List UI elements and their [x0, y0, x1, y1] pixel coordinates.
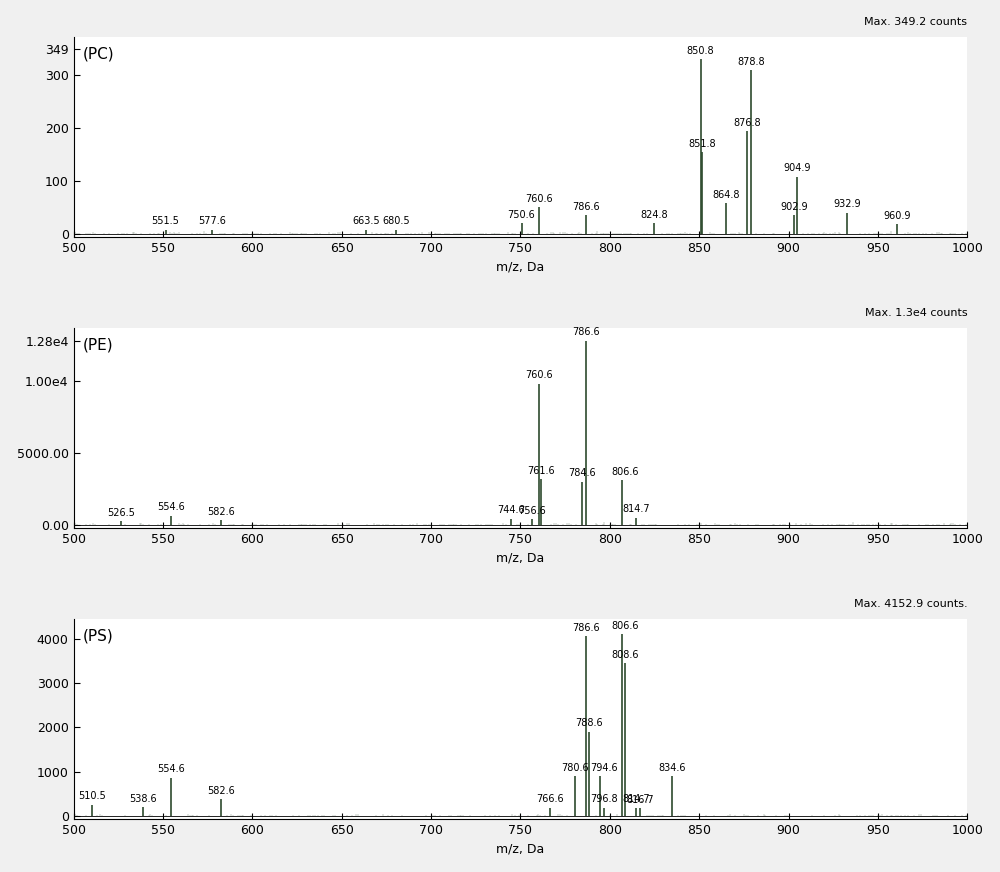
Text: (PE): (PE) [82, 337, 113, 352]
Text: 766.6: 766.6 [536, 794, 564, 804]
Text: Max. 1.3e4 counts: Max. 1.3e4 counts [865, 308, 967, 317]
Text: 784.6: 784.6 [569, 468, 596, 479]
Text: 526.5: 526.5 [107, 508, 135, 518]
Text: 864.8: 864.8 [712, 190, 739, 200]
Text: (PS): (PS) [82, 629, 113, 644]
Text: 794.6: 794.6 [590, 763, 618, 773]
Text: 824.8: 824.8 [640, 210, 668, 220]
Text: 796.8: 796.8 [590, 794, 618, 804]
Text: 510.5: 510.5 [78, 791, 106, 801]
Text: 744.6: 744.6 [497, 505, 525, 515]
Text: 851.8: 851.8 [689, 139, 716, 148]
Text: 850.8: 850.8 [687, 46, 714, 56]
Text: Max. 349.2 counts: Max. 349.2 counts [864, 17, 967, 26]
Text: 538.6: 538.6 [129, 794, 156, 804]
X-axis label: m/z, Da: m/z, Da [496, 551, 545, 564]
Text: 786.6: 786.6 [572, 202, 600, 212]
X-axis label: m/z, Da: m/z, Da [496, 842, 545, 855]
Text: 808.6: 808.6 [611, 650, 639, 659]
Text: 554.6: 554.6 [157, 764, 185, 774]
Text: 814.7: 814.7 [622, 794, 650, 804]
Text: 960.9: 960.9 [884, 211, 911, 221]
Text: 780.6: 780.6 [561, 763, 589, 773]
Text: 788.6: 788.6 [576, 719, 603, 728]
Text: (PC): (PC) [82, 46, 114, 62]
Text: 834.6: 834.6 [658, 763, 685, 773]
Text: 680.5: 680.5 [382, 216, 410, 227]
Text: 878.8: 878.8 [737, 57, 765, 67]
Text: 760.6: 760.6 [526, 194, 553, 204]
Text: 761.6: 761.6 [527, 466, 555, 475]
Text: 876.8: 876.8 [733, 118, 761, 127]
Text: 577.6: 577.6 [198, 216, 226, 227]
Text: 816.7: 816.7 [626, 795, 654, 805]
Text: 663.5: 663.5 [352, 216, 380, 227]
Text: 786.6: 786.6 [572, 327, 600, 337]
Text: 582.6: 582.6 [207, 786, 235, 795]
Text: 806.6: 806.6 [611, 467, 639, 477]
Text: 756.6: 756.6 [518, 506, 546, 516]
X-axis label: m/z, Da: m/z, Da [496, 260, 545, 273]
Text: 814.7: 814.7 [622, 505, 650, 514]
Text: 904.9: 904.9 [784, 163, 811, 174]
Text: 760.6: 760.6 [526, 371, 553, 380]
Text: 551.5: 551.5 [152, 216, 180, 227]
Text: 932.9: 932.9 [834, 200, 861, 209]
Text: 554.6: 554.6 [157, 502, 185, 513]
Text: 902.9: 902.9 [780, 202, 808, 212]
Text: 806.6: 806.6 [611, 621, 639, 630]
Text: 786.6: 786.6 [572, 623, 600, 633]
Text: 582.6: 582.6 [207, 507, 235, 517]
Text: Max. 4152.9 counts.: Max. 4152.9 counts. [854, 599, 967, 609]
Text: 750.6: 750.6 [508, 210, 535, 220]
